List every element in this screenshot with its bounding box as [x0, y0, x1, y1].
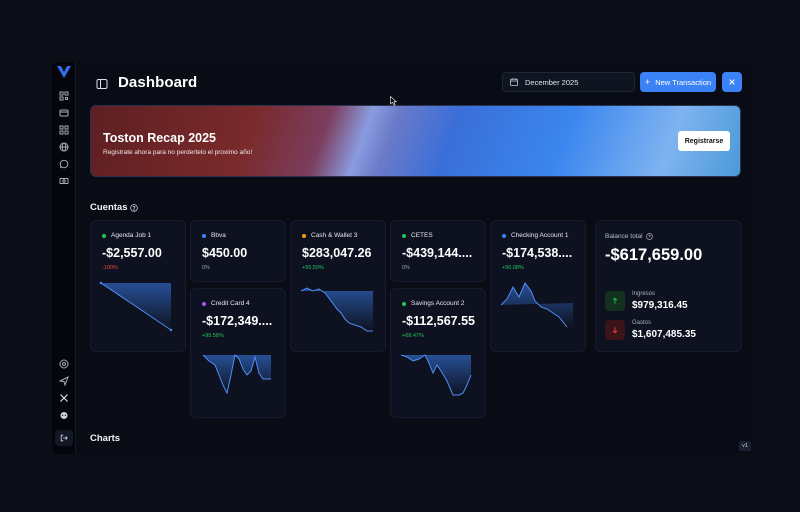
- send-icon[interactable]: [58, 375, 70, 387]
- income-arrow-icon: [605, 291, 625, 311]
- account-name: Checking Account 1: [511, 232, 569, 239]
- account-amount: $450.00: [202, 246, 248, 260]
- help-circle-icon[interactable]: [645, 233, 653, 240]
- account-dot: [402, 233, 406, 238]
- help-circle-icon[interactable]: [130, 203, 139, 212]
- income-label: Ingresos: [632, 291, 656, 297]
- account-card-savings[interactable]: Savings Account 2 -$112,567.55 +68.47%: [390, 288, 486, 418]
- account-name: Bbva: [211, 232, 226, 239]
- help-icon[interactable]: [58, 358, 70, 370]
- accounts-section-title: Cuentas: [90, 202, 139, 213]
- month-picker[interactable]: December 2025: [502, 72, 635, 92]
- account-amount: $283,047.26: [302, 246, 372, 260]
- plus-icon: +: [644, 77, 651, 87]
- cash-icon[interactable]: [58, 175, 70, 187]
- account-name: Credit Card 4: [211, 300, 250, 307]
- account-sparkline: [99, 281, 173, 332]
- account-dot: [302, 233, 306, 238]
- account-change: 0%: [202, 265, 210, 271]
- x-logo-icon[interactable]: [58, 392, 70, 404]
- account-dot: [202, 301, 206, 306]
- qr-icon[interactable]: [58, 90, 70, 102]
- app-logo[interactable]: [57, 66, 71, 78]
- account-dot: [502, 233, 506, 238]
- sidebar-toggle-icon[interactable]: [96, 78, 108, 90]
- account-change: -100%: [102, 265, 118, 271]
- account-change: +68.47%: [402, 333, 424, 339]
- account-dot: [402, 301, 406, 306]
- account-dot: [102, 233, 106, 238]
- income-row: Ingresos $979,316.45: [605, 291, 735, 311]
- banner-title: Toston Recap 2025: [103, 131, 217, 145]
- balance-total-value: -$617,659.00: [605, 246, 703, 264]
- app-window: Dashboard December 2025 + New Transactio…: [52, 62, 752, 454]
- account-card-credit-card[interactable]: Credit Card 4 -$172,349.... +95.58%: [190, 288, 286, 418]
- close-button[interactable]: [722, 72, 742, 92]
- account-amount: -$439,144....: [402, 246, 473, 260]
- account-name: Savings Account 2: [411, 300, 465, 307]
- account-name: Agenda Job 1: [111, 232, 152, 239]
- new-transaction-label: New Transaction: [655, 77, 712, 87]
- charts-section-title: Charts: [90, 433, 121, 444]
- register-button[interactable]: Registrarse: [678, 131, 730, 151]
- promo-banner: Toston Recap 2025 Registrate ahora para …: [90, 105, 741, 177]
- version-badge: v1: [739, 441, 751, 451]
- close-icon: [729, 79, 735, 85]
- account-card-cetes[interactable]: CETES -$439,144.... 0%: [390, 220, 486, 282]
- account-amount: -$172,349....: [202, 314, 273, 328]
- sidebar: [52, 62, 76, 454]
- account-card-bbva[interactable]: Bbva $450.00 0%: [190, 220, 286, 282]
- account-sparkline: [400, 354, 472, 396]
- account-name: CETES: [411, 232, 433, 239]
- account-amount: -$174,538....: [502, 246, 573, 260]
- account-card-checking[interactable]: Checking Account 1 -$174,538.... +50.08%: [490, 220, 586, 352]
- income-value: $979,316.45: [632, 300, 688, 311]
- grid-icon[interactable]: [58, 124, 70, 136]
- account-amount: -$2,557.00: [102, 246, 162, 260]
- account-amount: -$112,567.55: [402, 314, 475, 328]
- banner-subtitle: Registrate ahora para no perdertelo el p…: [103, 149, 253, 156]
- globe-icon[interactable]: [58, 141, 70, 153]
- page-title: Dashboard: [118, 74, 198, 91]
- accounts-title-text: Cuentas: [90, 202, 128, 213]
- reddit-icon[interactable]: [58, 409, 70, 421]
- account-change: +55.59%: [302, 265, 324, 271]
- mouse-cursor-icon: [390, 96, 397, 106]
- account-card-agenda-job[interactable]: Agenda Job 1 -$2,557.00 -100%: [90, 220, 186, 352]
- logout-button[interactable]: [55, 430, 73, 446]
- expense-value: $1,607,485.35: [632, 329, 696, 340]
- account-dot: [202, 233, 206, 238]
- account-change: +95.58%: [202, 333, 224, 339]
- account-sparkline: [202, 353, 271, 395]
- logout-icon: [60, 434, 68, 442]
- card-icon[interactable]: [58, 107, 70, 119]
- balance-label: Balance total: [605, 233, 643, 240]
- account-sparkline: [500, 282, 573, 328]
- account-sparkline: [300, 287, 373, 332]
- account-card-cash-wallet[interactable]: Cash & Wallet 3 $283,047.26 +55.59%: [290, 220, 386, 352]
- whatsapp-icon[interactable]: [58, 158, 70, 170]
- balance-total-card: Balance total -$617,659.00 Ingresos $979…: [595, 220, 742, 352]
- month-picker-value: December 2025: [525, 77, 579, 87]
- account-change: 0%: [402, 265, 410, 271]
- expense-label: Gastos: [632, 320, 652, 326]
- expense-row: Gastos $1,607,485.35: [605, 320, 735, 340]
- account-change: +50.08%: [502, 265, 524, 271]
- new-transaction-button[interactable]: + New Transaction: [640, 72, 716, 92]
- main-content: Dashboard December 2025 + New Transactio…: [77, 62, 752, 454]
- calendar-icon: [510, 78, 518, 86]
- account-name: Cash & Wallet 3: [311, 232, 358, 239]
- expense-arrow-icon: [605, 320, 625, 340]
